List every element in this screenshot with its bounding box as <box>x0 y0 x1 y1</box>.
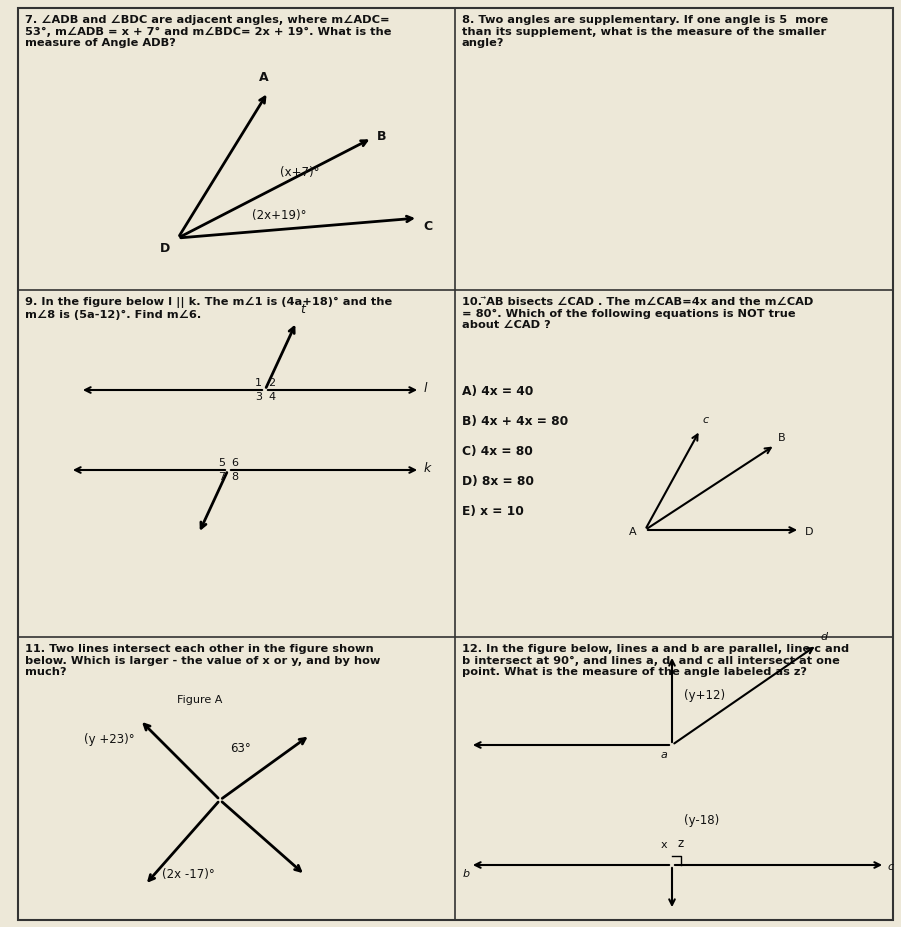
Text: A: A <box>259 71 268 84</box>
Text: 63°: 63° <box>230 742 250 755</box>
Text: k: k <box>424 462 432 475</box>
Text: (y +23)°: (y +23)° <box>85 733 135 746</box>
Text: c: c <box>702 415 708 425</box>
Text: 4: 4 <box>268 392 275 402</box>
Text: 10. ⃗AB bisects ∠CAD . The m∠CAB=4x and the m∠CAD
= 80°. Which of the following : 10. ⃗AB bisects ∠CAD . The m∠CAB=4x and … <box>462 297 814 330</box>
Text: 12. In the figure below, lines a and b are parallel, line c and
b intersect at 9: 12. In the figure below, lines a and b a… <box>462 644 849 678</box>
Text: 5: 5 <box>218 458 225 468</box>
Text: 7: 7 <box>218 472 225 482</box>
Text: 1: 1 <box>255 378 262 388</box>
Text: C) 4x = 80: C) 4x = 80 <box>462 445 532 458</box>
Text: C: C <box>423 220 432 233</box>
Text: (y+12): (y+12) <box>684 689 725 702</box>
Text: B: B <box>377 130 387 143</box>
Text: a: a <box>660 750 667 760</box>
Text: B) 4x + 4x = 80: B) 4x + 4x = 80 <box>462 415 569 428</box>
Text: (x+7)°: (x+7)° <box>280 166 320 179</box>
Text: d: d <box>820 632 827 642</box>
Text: (2x+19)°: (2x+19)° <box>252 209 306 222</box>
Text: B: B <box>778 433 786 443</box>
Text: 3: 3 <box>255 392 262 402</box>
Text: D: D <box>159 242 170 255</box>
Text: x: x <box>660 840 667 850</box>
Text: (y-18): (y-18) <box>684 814 719 827</box>
Text: t: t <box>301 303 305 316</box>
Text: 6: 6 <box>231 458 238 468</box>
Text: b: b <box>463 869 470 879</box>
Text: c: c <box>887 862 893 872</box>
Text: l: l <box>424 382 427 395</box>
Text: D) 8x = 80: D) 8x = 80 <box>462 475 534 488</box>
Text: 8. Two angles are supplementary. If one angle is 5  more
than its supplement, wh: 8. Two angles are supplementary. If one … <box>462 15 828 48</box>
Text: (2x -17)°: (2x -17)° <box>162 868 215 881</box>
Text: A) 4x = 40: A) 4x = 40 <box>462 385 533 398</box>
Text: 11. Two lines intersect each other in the figure shown
below. Which is larger - : 11. Two lines intersect each other in th… <box>25 644 380 678</box>
Text: 8: 8 <box>231 472 238 482</box>
Text: 9. In the figure below l || k. The m∠1 is (4a+18)° and the
m∠8 is (5a-12)°. Find: 9. In the figure below l || k. The m∠1 i… <box>25 297 392 320</box>
Text: Figure A: Figure A <box>177 695 223 705</box>
Text: E) x = 10: E) x = 10 <box>462 505 523 518</box>
Text: 7. ∠ADB and ∠BDC are adjacent angles, where m∠ADC=
53°, m∠ADB = x + 7° and m∠BDC: 7. ∠ADB and ∠BDC are adjacent angles, wh… <box>25 15 392 48</box>
Text: D: D <box>805 527 814 537</box>
Text: A: A <box>630 527 637 537</box>
Text: z: z <box>677 837 683 850</box>
Text: 2: 2 <box>268 378 275 388</box>
